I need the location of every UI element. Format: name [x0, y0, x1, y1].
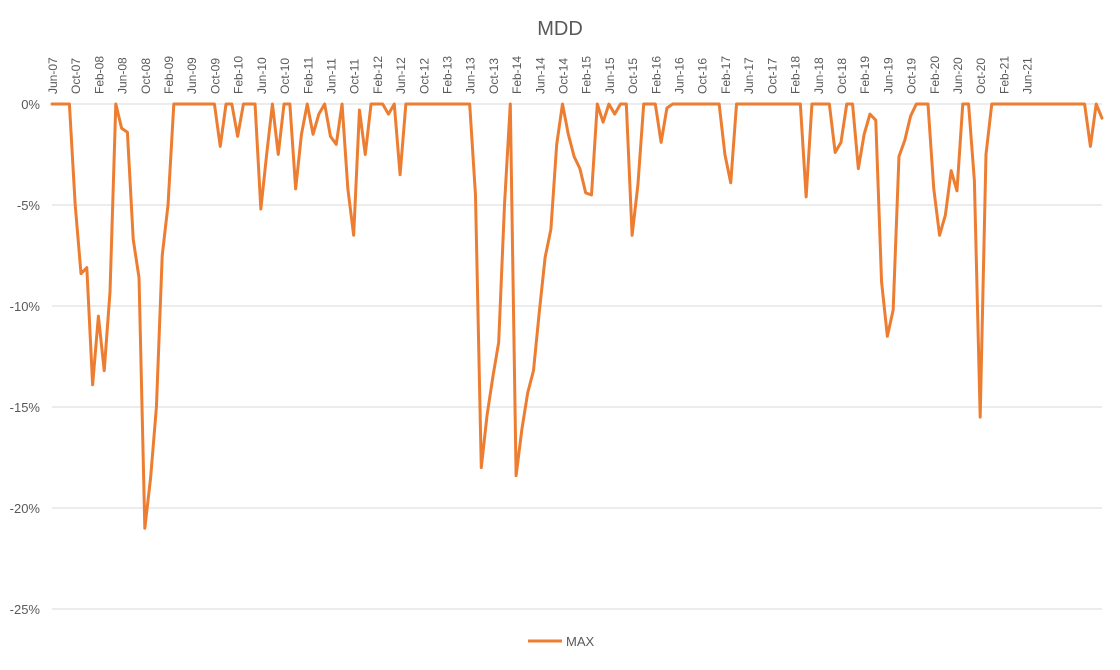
x-tick-label: Oct-13	[487, 58, 501, 94]
x-tick-label: Oct-19	[905, 58, 919, 94]
x-tick-label: Oct-20	[974, 58, 988, 94]
x-tick-label: Jun-16	[673, 57, 687, 94]
x-tick-label: Jun-08	[116, 57, 130, 94]
x-tick-label: Feb-18	[789, 56, 803, 94]
x-tick-label: Oct-08	[139, 58, 153, 94]
x-tick-label: Jun-15	[603, 57, 617, 94]
x-tick-label: Feb-12	[371, 56, 385, 94]
x-tick-label: Jun-13	[464, 57, 478, 94]
x-tick-label: Feb-14	[510, 56, 524, 94]
x-tick-label: Feb-08	[92, 56, 106, 94]
x-tick-label: Jun-09	[185, 57, 199, 94]
y-tick-label: -25%	[10, 602, 41, 617]
y-tick-label: -20%	[10, 501, 41, 516]
x-tick-label: Oct-16	[696, 58, 710, 94]
y-tick-label: -5%	[17, 198, 41, 213]
series-line-max	[50, 102, 1104, 530]
x-tick-label: Feb-09	[162, 56, 176, 94]
x-tick-label: Oct-12	[417, 58, 431, 94]
y-tick-label: 0%	[21, 97, 40, 112]
y-tick-label: -10%	[10, 299, 41, 314]
x-tick-label: Feb-20	[928, 56, 942, 94]
x-tick-label: Feb-10	[232, 56, 246, 94]
legend-label-max: MAX	[566, 634, 595, 649]
x-tick-label: Jun-14	[533, 57, 547, 94]
x-tick-label: Oct-17	[765, 58, 779, 94]
legend: MAX	[528, 634, 595, 649]
y-tick-label: -15%	[10, 400, 41, 415]
x-tick-label: Jun-18	[812, 57, 826, 94]
x-tick-label: Feb-19	[858, 56, 872, 94]
x-tick-label: Jun-07	[46, 57, 60, 94]
x-tick-label: Jun-19	[881, 57, 895, 94]
x-tick-label: Feb-16	[649, 56, 663, 94]
x-tick-label: Jun-12	[394, 57, 408, 94]
chart-title: MDD	[537, 18, 583, 40]
x-tick-label: Oct-11	[348, 59, 362, 94]
x-tick-label: Jun-20	[951, 57, 965, 94]
x-tick-label: Jun-11	[324, 58, 338, 94]
x-tick-label: Oct-18	[835, 58, 849, 94]
x-tick-label: Feb-15	[580, 56, 594, 94]
x-tick-label: Jun-21	[1021, 57, 1035, 94]
x-tick-label: Feb-21	[997, 56, 1011, 94]
x-tick-label: Feb-13	[440, 56, 454, 94]
x-tick-label: Oct-15	[626, 58, 640, 94]
x-tick-label: Jun-10	[255, 57, 269, 94]
x-tick-label: Oct-09	[208, 58, 222, 94]
x-tick-label: Jun-17	[742, 57, 756, 94]
x-tick-label: Feb-17	[719, 56, 733, 94]
x-tick-label: Oct-07	[69, 58, 83, 94]
x-tick-label: Oct-10	[278, 58, 292, 94]
x-tick-label: Oct-14	[557, 58, 571, 94]
x-tick-label: Feb-11	[301, 57, 315, 94]
